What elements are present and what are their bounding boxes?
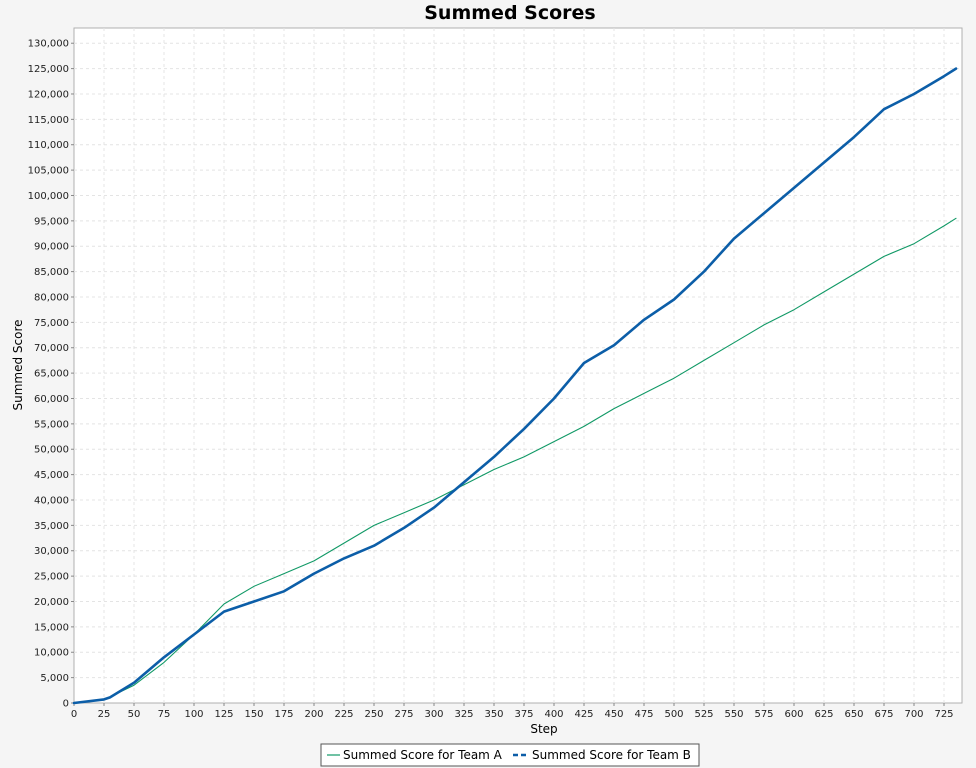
x-tick-label: 625 [814,709,833,720]
y-tick-label: 105,000 [28,166,69,177]
x-tick-label: 650 [844,709,863,720]
y-tick-label: 0 [63,699,69,710]
y-tick-label: 15,000 [34,622,69,633]
y-tick-label: 35,000 [34,521,69,532]
x-tick-label: 425 [574,709,593,720]
grid [74,28,962,703]
x-tick-label: 500 [664,709,683,720]
x-tick-label: 175 [274,709,293,720]
legend-label-team-b: Summed Score for Team B [532,748,691,762]
x-tick-label: 725 [934,709,953,720]
x-tick-label: 400 [544,709,563,720]
x-tick-label: 200 [304,709,323,720]
x-tick-label: 675 [874,709,893,720]
legend-label-team-a: Summed Score for Team A [343,748,503,762]
y-tick-label: 40,000 [34,495,69,506]
y-tick-label: 120,000 [28,89,69,100]
x-tick-label: 325 [454,709,473,720]
x-tick-label: 250 [364,709,383,720]
y-tick-label: 50,000 [34,445,69,456]
legend-box [320,743,700,767]
y-tick-label: 95,000 [34,216,69,227]
series-lines [72,67,958,705]
x-tick-label: 100 [184,709,203,720]
y-tick-label: 20,000 [34,597,69,608]
y-tick-label: 115,000 [28,115,69,126]
x-tick-label: 300 [424,709,443,720]
y-axis-label: Summed Score [11,319,25,410]
x-tick-label: 75 [158,709,171,720]
y-tick-label: 110,000 [28,140,69,151]
x-tick-label: 0 [71,709,77,720]
x-tick-label: 225 [334,709,353,720]
y-tick-label: 125,000 [28,64,69,75]
x-axis: 0 25 50 75 100 125 150 175 200 225 250 275 300 325 350… [71,703,954,720]
y-tick-label: 10,000 [34,648,69,659]
x-tick-label: 600 [784,709,803,720]
y-tick-label: 100,000 [28,191,69,202]
y-tick-label: 130,000 [28,39,69,50]
x-tick-label: 550 [724,709,743,720]
x-tick-label: 275 [394,709,413,720]
x-tick-label: 50 [128,709,141,720]
x-tick-label: 475 [634,709,653,720]
legend: Summed Score for Team A Summed Score for… [320,743,700,767]
x-tick-label: 525 [694,709,713,720]
x-tick-label: 700 [904,709,923,720]
plot-area [73,27,963,704]
chart-title: Summed Scores [424,2,595,24]
series-line-team-b [72,67,958,705]
x-tick-label: 450 [604,709,623,720]
x-tick-label: 575 [754,709,773,720]
y-tick-label: 60,000 [34,394,69,405]
y-tick-label: 55,000 [34,419,69,430]
y-tick-label: 65,000 [34,369,69,380]
x-tick-label: 25 [98,709,111,720]
x-axis-label: Step [530,722,557,736]
y-tick-label: 30,000 [34,546,69,557]
x-tick-label: 150 [244,709,263,720]
y-tick-label: 75,000 [34,318,69,329]
y-tick-label: 80,000 [34,292,69,303]
x-tick-label: 350 [484,709,503,720]
y-tick-label: 5,000 [40,673,69,684]
y-tick-label: 90,000 [34,242,69,253]
y-axis: 0 5,000 10,000 15,000 20,000 25,000 30,000 35,0… [28,39,74,710]
y-tick-label: 25,000 [34,572,69,583]
x-tick-label: 375 [514,709,533,720]
y-tick-label: 70,000 [34,343,69,354]
y-tick-label: 85,000 [34,267,69,278]
y-tick-label: 45,000 [34,470,69,481]
x-tick-label: 125 [214,709,233,720]
